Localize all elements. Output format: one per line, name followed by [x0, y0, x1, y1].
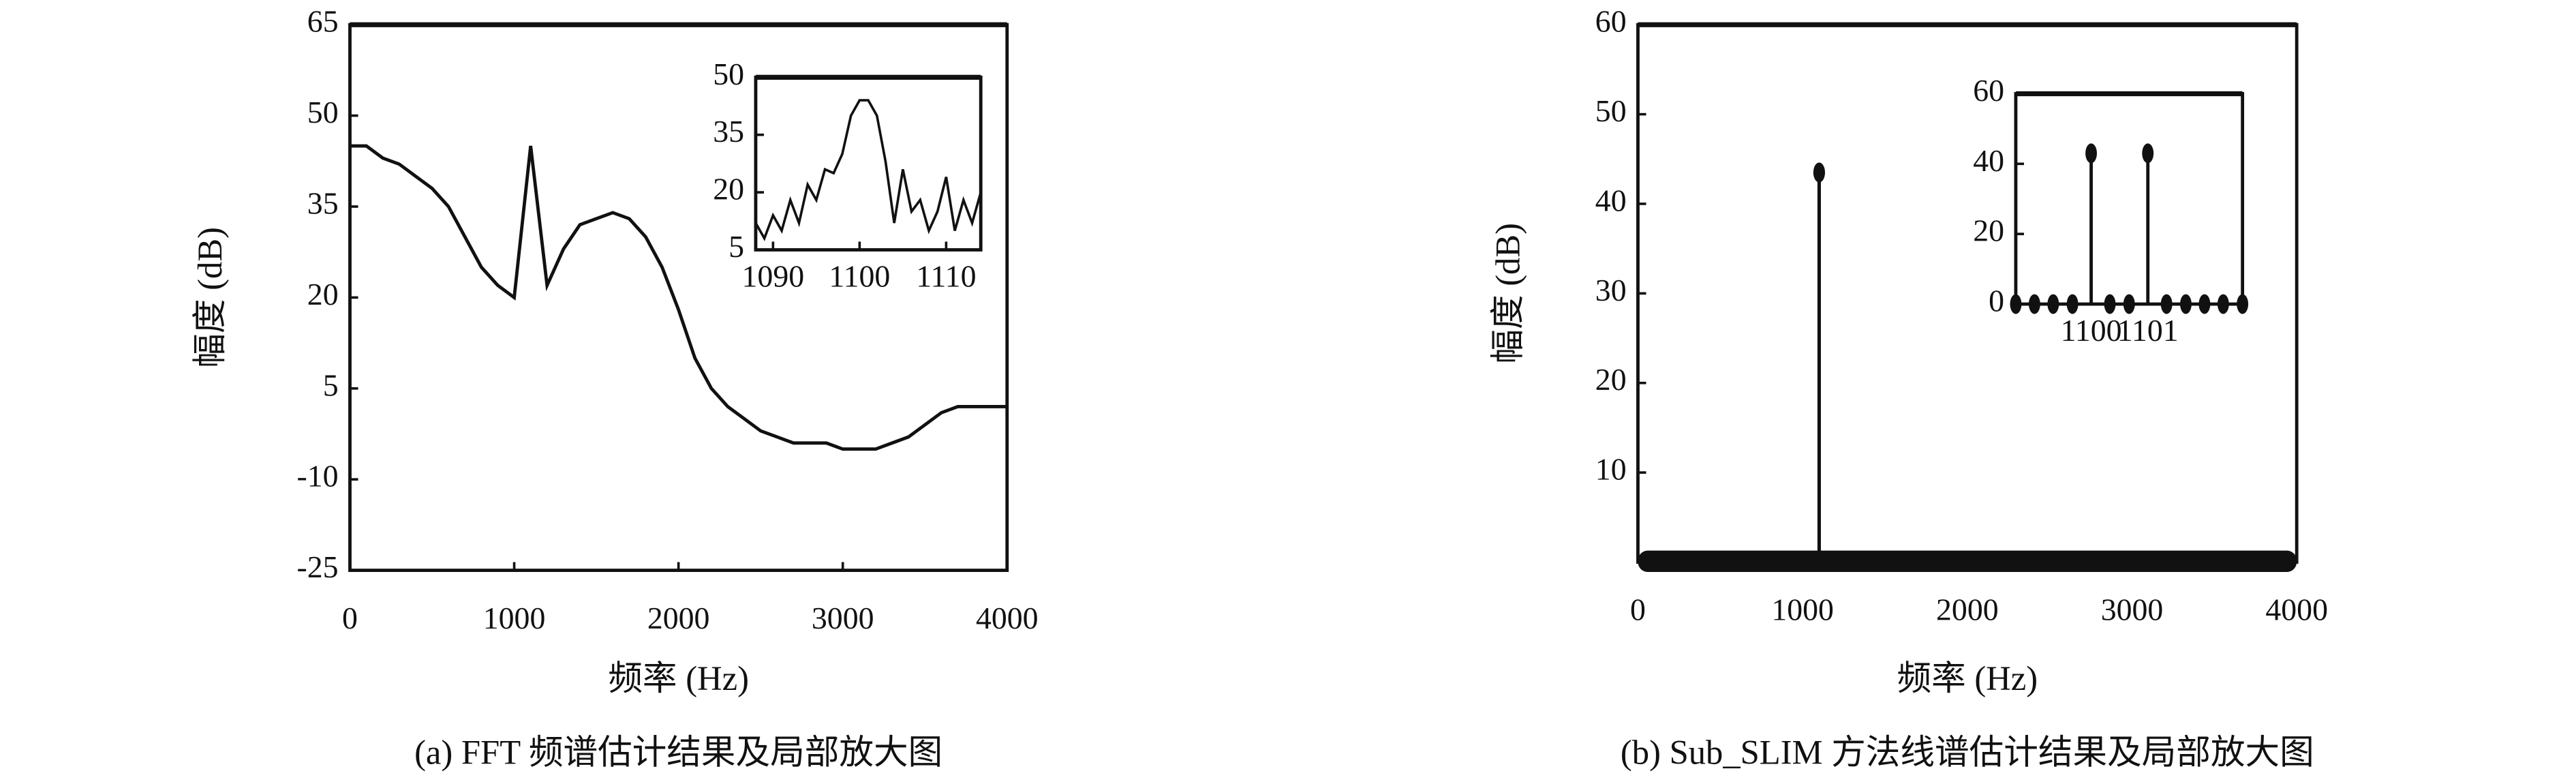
- spectrum-line: [754, 99, 982, 241]
- x-tick-label: 1090: [742, 258, 805, 293]
- x-tick-label: 1100: [2061, 313, 2122, 348]
- x-tick-label: 1100: [829, 258, 890, 293]
- caption: (a) FFT 频谱估计结果及局部放大图: [414, 734, 942, 772]
- y-tick-label: 5: [323, 367, 339, 402]
- y-tick-label: 20: [1595, 362, 1627, 397]
- x-tick-label: 1000: [1771, 592, 1834, 627]
- y-tick-label: 50: [1595, 93, 1627, 128]
- y-tick-label: 60: [1595, 4, 1627, 39]
- y-tick-label: 40: [1973, 143, 2004, 178]
- x-axis-label: 频率 (Hz): [608, 659, 749, 697]
- y-axis-label: 幅度 (dB): [1488, 223, 1527, 364]
- x-tick-label: 2000: [1936, 592, 1999, 627]
- y-axis-label: 幅度 (dB): [191, 227, 229, 368]
- y-tick-label: -25: [297, 549, 339, 584]
- y-tick-label: 35: [713, 114, 744, 149]
- caption: (b) Sub_SLIM 方法线谱估计结果及局部放大图: [1621, 734, 2314, 772]
- y-tick-label: 0: [1989, 284, 2004, 318]
- y-tick-label: 20: [307, 277, 339, 312]
- y-tick-label: 50: [713, 57, 744, 91]
- spectrum-line: [350, 144, 1007, 451]
- y-tick-label: 60: [1973, 73, 2004, 108]
- x-tick-label: 0: [342, 601, 358, 635]
- y-tick-label: 20: [1973, 213, 2004, 248]
- y-tick-label: 65: [307, 4, 339, 39]
- x-tick-label: 4000: [976, 601, 1039, 635]
- x-tick-label: 2000: [647, 601, 710, 635]
- y-tick-label: 10: [1595, 452, 1627, 487]
- x-tick-label: 1000: [483, 601, 546, 635]
- stem-marker: [2142, 143, 2154, 164]
- inset-background: [755, 77, 981, 250]
- stem-marker: [2085, 143, 2097, 164]
- y-tick-label: 50: [307, 95, 339, 130]
- y-tick-label: 35: [307, 186, 339, 221]
- x-tick-label: 4000: [2265, 592, 2328, 627]
- y-tick-label: -10: [297, 459, 339, 494]
- x-tick-label: 1101: [2117, 313, 2179, 348]
- x-tick-label: 1110: [916, 258, 976, 293]
- y-tick-label: 30: [1595, 273, 1627, 307]
- y-tick-label: 20: [713, 172, 744, 207]
- x-axis-label: 频率 (Hz): [1897, 659, 2038, 697]
- x-tick-label: 3000: [2101, 592, 2164, 627]
- inset-background: [2015, 93, 2243, 305]
- x-tick-label: 3000: [812, 601, 874, 635]
- y-tick-label: 5: [729, 229, 744, 264]
- stem-marker: [1813, 162, 1826, 183]
- y-tick-label: 40: [1595, 183, 1627, 217]
- x-tick-label: 0: [1630, 592, 1646, 627]
